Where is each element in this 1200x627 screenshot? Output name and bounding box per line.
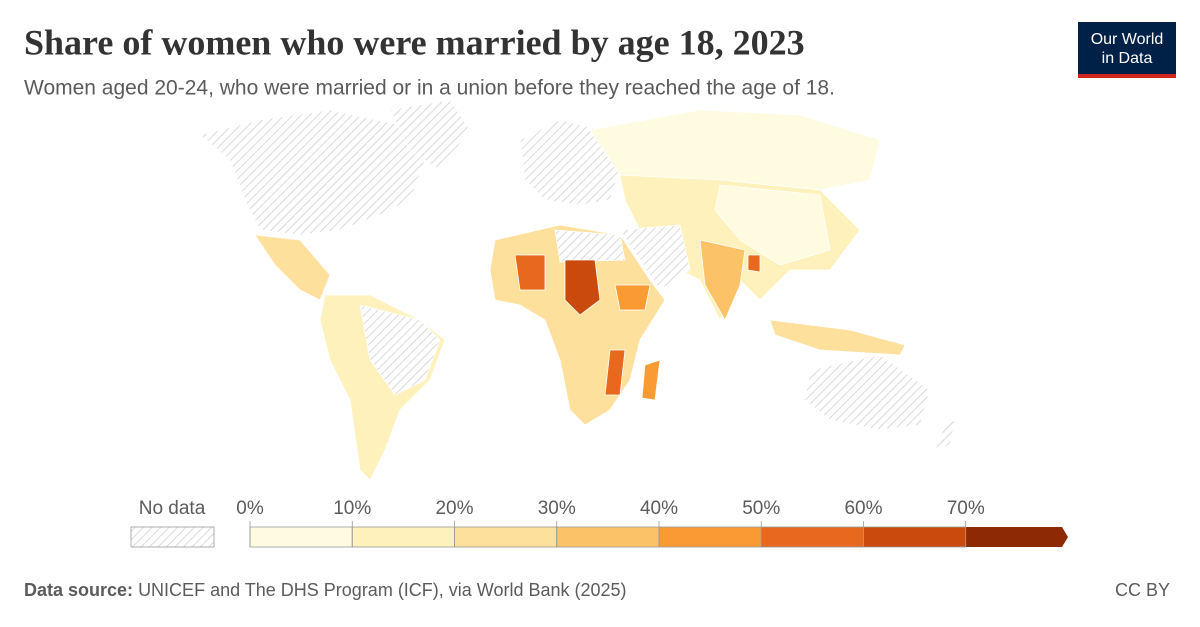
source: Data source: UNICEF and The DHS Program … <box>24 580 627 600</box>
legend-bin <box>454 526 558 548</box>
region <box>199 109 426 236</box>
legend: 0% 10% 20% 30% 40% 50% 60% 70% <box>236 498 1068 548</box>
source-text: UNICEF and The DHS Program (ICF), via Wo… <box>138 580 627 600</box>
tick-label: 0% <box>236 498 264 519</box>
logo-text: Our World <box>1091 31 1164 48</box>
region <box>699 239 746 321</box>
region <box>747 254 761 273</box>
legend-bin <box>249 526 353 548</box>
region <box>514 254 546 291</box>
license: CC BY <box>1115 580 1170 600</box>
logo-box[interactable] <box>1078 22 1176 78</box>
region <box>769 319 906 356</box>
logo-bar <box>1078 74 1176 78</box>
no-data-swatch <box>130 526 215 548</box>
chart-title: Share of women who were married by age 1… <box>24 22 805 62</box>
logo-text: in Data <box>1102 50 1153 67</box>
region <box>714 184 831 266</box>
tick-label: 10% <box>333 498 371 519</box>
region <box>519 119 621 206</box>
region <box>619 224 691 291</box>
region <box>554 229 626 263</box>
tick-label: 50% <box>742 498 780 519</box>
region <box>389 99 471 171</box>
region <box>604 349 626 396</box>
region <box>614 284 651 311</box>
tick-label: 20% <box>435 498 473 519</box>
legend-bin <box>760 526 864 548</box>
legend-bin <box>556 526 660 548</box>
region <box>804 354 931 431</box>
source-label: Data source: <box>24 580 133 600</box>
tick-label: 30% <box>538 498 576 519</box>
chart-subtitle: Women aged 20-24, who were married or in… <box>24 77 835 100</box>
world-map <box>199 99 956 481</box>
legend-bin <box>658 526 762 548</box>
region <box>359 304 441 396</box>
legend-bin <box>351 526 455 548</box>
region <box>564 259 601 316</box>
tick-label: 60% <box>844 498 882 519</box>
legend-bin <box>863 526 967 548</box>
no-data-label: No data <box>139 498 206 519</box>
region <box>934 419 956 451</box>
legend-bin <box>965 527 1068 547</box>
region <box>254 234 331 301</box>
tick-label: 70% <box>947 498 985 519</box>
region <box>641 359 661 401</box>
tick-label: 40% <box>640 498 678 519</box>
